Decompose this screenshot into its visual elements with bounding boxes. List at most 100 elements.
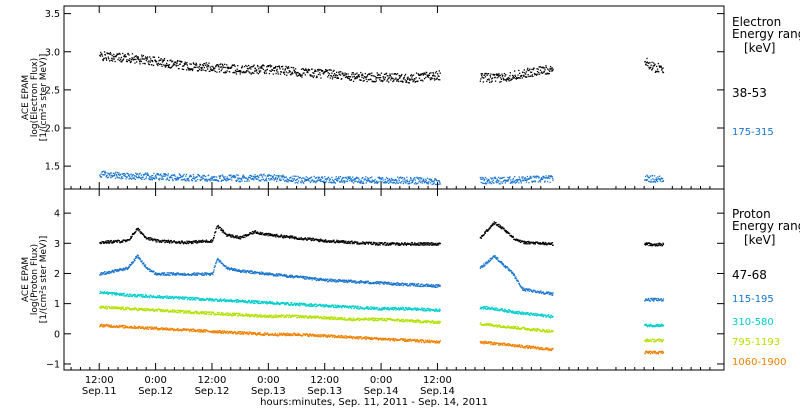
data-point: [662, 67, 664, 69]
data-point: [193, 63, 195, 65]
data-point: [550, 243, 553, 245]
data-point: [535, 73, 537, 75]
data-point: [203, 298, 205, 300]
data-point: [508, 79, 510, 81]
data-point: [427, 283, 429, 285]
data-point: [356, 177, 358, 179]
data-point: [194, 297, 197, 299]
data-point: [314, 305, 317, 308]
data-point: [184, 61, 186, 63]
data-point: [371, 176, 373, 178]
data-point: [215, 261, 217, 264]
data-point: [182, 178, 185, 181]
data-point: [241, 299, 243, 301]
data-point: [402, 179, 404, 181]
data-point: [136, 177, 138, 179]
data-point: [342, 240, 344, 243]
data-point: [308, 238, 311, 240]
data-point: [102, 58, 104, 61]
data-point: [152, 270, 155, 272]
data-point: [107, 52, 109, 55]
data-point: [512, 77, 514, 79]
data-point: [656, 180, 659, 183]
data-point: [244, 269, 246, 272]
data-point: [236, 270, 238, 272]
data-point: [421, 180, 423, 182]
data-point: [548, 242, 550, 244]
data-point: [410, 75, 412, 77]
data-point: [347, 73, 349, 75]
data-point: [121, 269, 123, 271]
data-point: [343, 305, 345, 307]
data-point: [543, 70, 545, 73]
data-point: [537, 68, 539, 70]
data-point: [221, 300, 223, 302]
data-point: [549, 70, 551, 72]
data-point: [213, 176, 215, 178]
data-point: [120, 241, 123, 243]
data-point: [494, 255, 496, 257]
data-point: [429, 72, 431, 74]
data-point: [420, 283, 422, 286]
data-point: [266, 272, 268, 274]
data-point: [330, 75, 332, 77]
data-point: [504, 182, 506, 184]
data-point: [369, 177, 372, 179]
data-point: [333, 240, 335, 243]
data-point: [517, 74, 519, 76]
data-point: [544, 177, 547, 179]
data-point: [182, 242, 184, 244]
data-point: [179, 63, 181, 65]
data-point: [306, 177, 309, 179]
data-point: [387, 180, 389, 182]
data-point: [284, 302, 287, 304]
data-point: [187, 66, 189, 69]
data-point: [397, 284, 399, 286]
data-point: [490, 225, 492, 228]
data-point: [359, 308, 361, 310]
data-point: [210, 177, 212, 180]
data-point: [384, 282, 386, 284]
data-point: [143, 235, 145, 237]
data-point: [415, 77, 417, 79]
data-point: [359, 281, 361, 283]
data-point: [166, 178, 169, 180]
data-point: [211, 179, 213, 181]
data-point: [169, 176, 172, 178]
data-point: [525, 71, 528, 73]
data-point: [402, 182, 405, 185]
data-point: [248, 67, 251, 69]
data-point: [237, 301, 240, 303]
data-point: [405, 283, 407, 285]
data-point: [369, 72, 371, 75]
data-point: [297, 72, 299, 74]
data-point: [543, 244, 545, 246]
data-point: [298, 303, 300, 305]
data-point: [114, 292, 117, 294]
data-point: [316, 304, 318, 306]
data-point: [118, 172, 120, 174]
data-point: [188, 69, 190, 71]
data-point: [259, 180, 262, 182]
data-point: [181, 68, 183, 70]
data-point: [256, 231, 259, 233]
data-point: [342, 304, 345, 307]
data-point: [164, 274, 166, 276]
data-point: [332, 304, 334, 306]
data-point: [240, 70, 242, 72]
data-point: [220, 260, 222, 263]
data-point: [505, 179, 508, 181]
data-point: [281, 235, 283, 237]
data-point: [416, 307, 418, 309]
data-point: [109, 172, 112, 174]
data-point: [489, 259, 492, 262]
data-point: [662, 180, 665, 182]
data-point: [264, 272, 266, 275]
data-point: [500, 309, 502, 311]
data-point: [328, 305, 330, 307]
data-point: [142, 296, 144, 298]
data-point: [124, 173, 126, 176]
data-point: [282, 178, 284, 181]
data-point: [357, 305, 359, 307]
data-point: [143, 262, 145, 264]
